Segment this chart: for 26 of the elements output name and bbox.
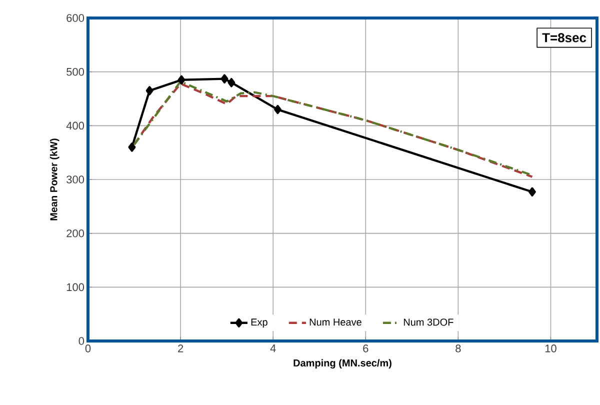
x-tick-label: 2: [178, 344, 184, 352]
point: [274, 104, 282, 114]
x-tick-label: 4: [270, 344, 276, 352]
y-tick-label: 200: [66, 229, 84, 238]
point: [528, 187, 536, 196]
point: [220, 74, 228, 84]
y-axis-title: Mean Power (kW): [50, 138, 60, 220]
y-tick-label: 300: [66, 176, 84, 184]
point: [146, 86, 154, 96]
x-tick-label: 8: [456, 344, 461, 352]
legend-label: Num 3DOF: [404, 318, 454, 326]
y-tick-label: 500: [66, 68, 84, 76]
x-tick-label: 0: [85, 344, 91, 352]
legend-label: Num Heave: [310, 318, 362, 326]
y-tick-label: 600: [66, 14, 84, 22]
point: [128, 142, 136, 152]
point: [178, 75, 186, 85]
y-tick-label: 0: [78, 337, 84, 345]
y-tick-label: 400: [66, 122, 84, 130]
x-tick-label: 6: [363, 344, 368, 352]
annotation: T=8sec: [542, 33, 586, 42]
x-axis-title: Damping (MN.sec/m): [294, 359, 392, 369]
y-tick-label: 100: [66, 283, 84, 292]
x-tick-label: 10: [545, 344, 556, 352]
legend-label: Exp: [251, 318, 268, 328]
point: [228, 78, 236, 88]
